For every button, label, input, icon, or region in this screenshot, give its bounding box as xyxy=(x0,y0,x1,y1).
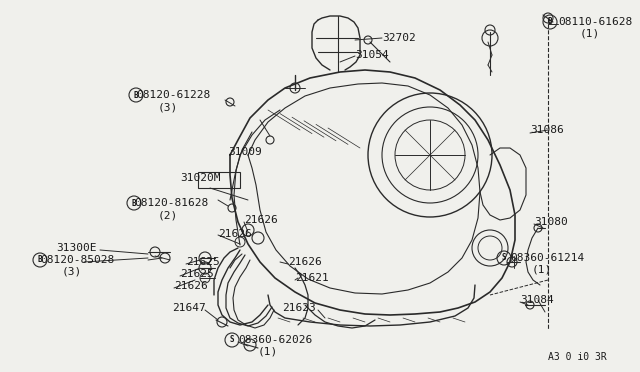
Text: 31080: 31080 xyxy=(534,217,568,227)
Text: A3 0 i0 3R: A3 0 i0 3R xyxy=(548,352,607,362)
Text: 32702: 32702 xyxy=(382,33,416,43)
Text: 31084: 31084 xyxy=(520,295,554,305)
Text: (1): (1) xyxy=(258,347,278,357)
Text: (1): (1) xyxy=(532,265,552,275)
Text: (1): (1) xyxy=(580,29,600,39)
Text: 21625: 21625 xyxy=(180,269,214,279)
Text: 31009: 31009 xyxy=(228,147,262,157)
Text: 21647: 21647 xyxy=(172,303,205,313)
Text: 21626: 21626 xyxy=(218,229,252,239)
Text: 08360-61214: 08360-61214 xyxy=(510,253,584,263)
Text: (2): (2) xyxy=(158,210,179,220)
Text: 31054: 31054 xyxy=(355,50,388,60)
Text: 08110-61628: 08110-61628 xyxy=(558,17,632,27)
Text: 21623: 21623 xyxy=(282,303,316,313)
Text: 21626: 21626 xyxy=(174,281,208,291)
Text: 31020M: 31020M xyxy=(180,173,221,183)
Text: 21621: 21621 xyxy=(295,273,329,283)
Text: (3): (3) xyxy=(62,267,83,277)
Text: 08120-61228: 08120-61228 xyxy=(136,90,211,100)
Text: 21626: 21626 xyxy=(244,215,278,225)
Text: 31086: 31086 xyxy=(530,125,564,135)
Text: B: B xyxy=(548,17,552,26)
Text: B: B xyxy=(134,90,138,99)
Text: 21626: 21626 xyxy=(288,257,322,267)
Text: B: B xyxy=(38,256,42,264)
Text: 31300E: 31300E xyxy=(56,243,97,253)
Text: 08120-85028: 08120-85028 xyxy=(40,255,115,265)
Text: 08360-62026: 08360-62026 xyxy=(238,335,312,345)
Text: S: S xyxy=(230,336,234,344)
Text: S: S xyxy=(502,253,506,263)
Text: B: B xyxy=(132,199,136,208)
Text: 08120-81628: 08120-81628 xyxy=(134,198,208,208)
Text: 21625: 21625 xyxy=(186,257,220,267)
Text: (3): (3) xyxy=(158,102,179,112)
